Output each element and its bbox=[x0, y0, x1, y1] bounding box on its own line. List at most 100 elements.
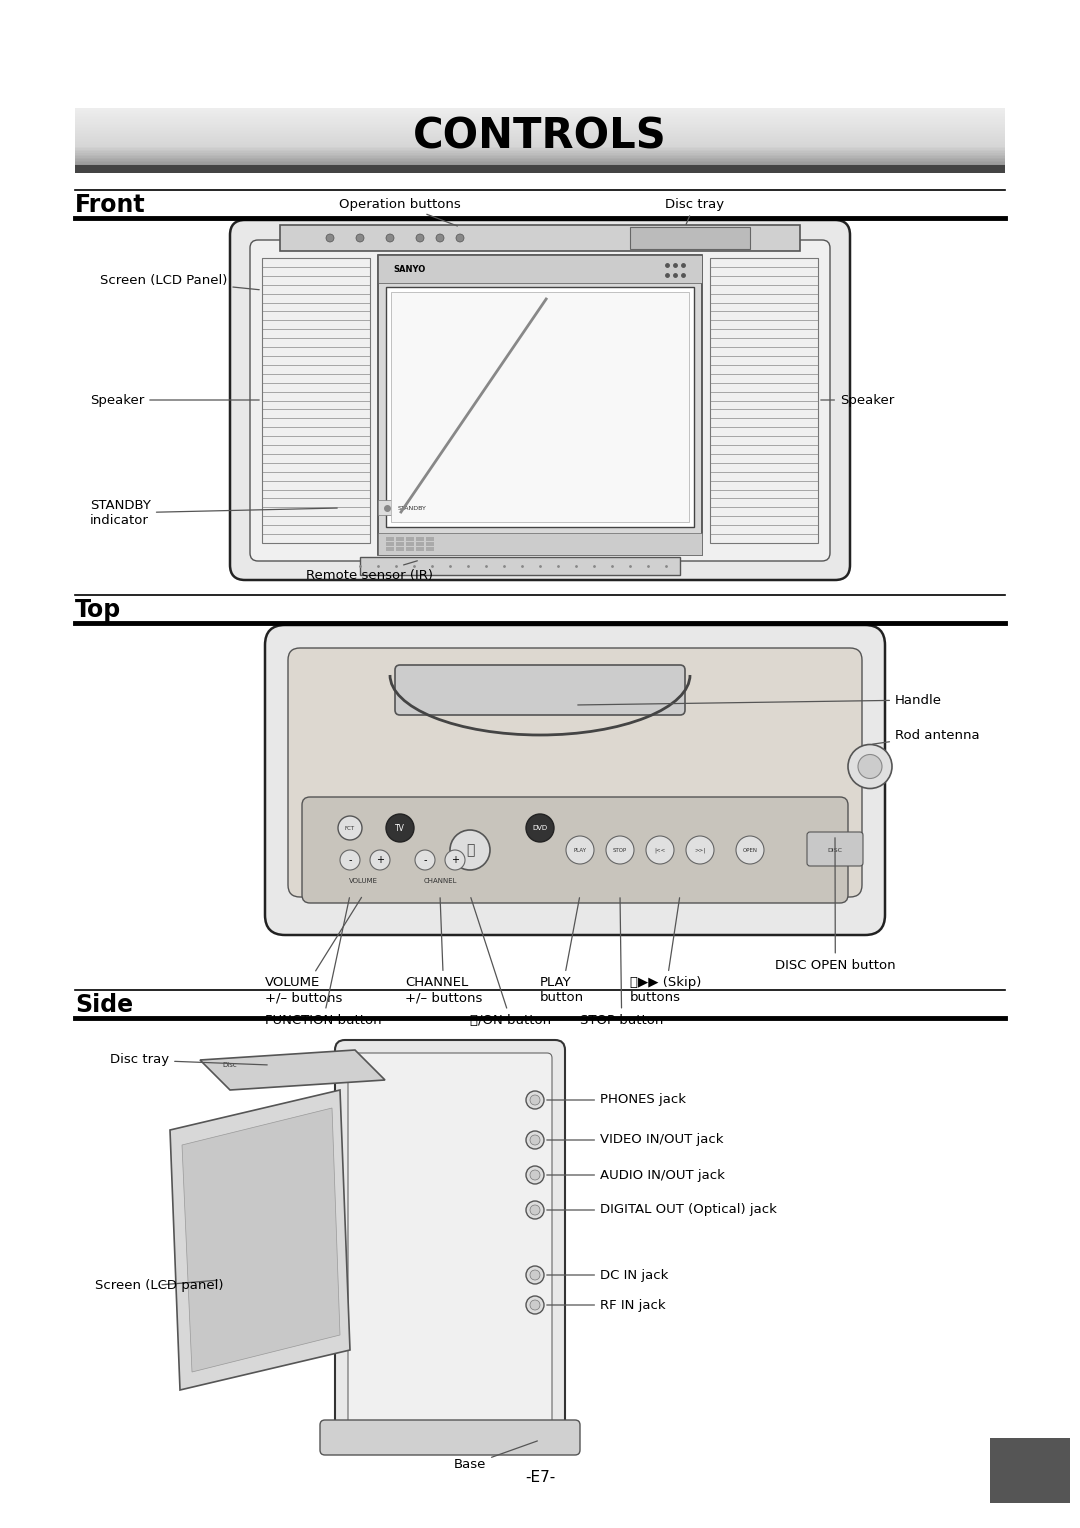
Bar bbox=[406, 547, 414, 552]
Circle shape bbox=[386, 234, 394, 241]
Text: Rod antenna: Rod antenna bbox=[873, 729, 980, 744]
Text: VOLUME
+/– buttons: VOLUME +/– buttons bbox=[265, 897, 362, 1004]
Bar bbox=[75, 157, 1005, 159]
Bar bbox=[710, 258, 818, 542]
Circle shape bbox=[450, 830, 490, 869]
Circle shape bbox=[530, 1206, 540, 1215]
Text: DISC OPEN button: DISC OPEN button bbox=[775, 837, 895, 972]
Bar bbox=[378, 533, 702, 555]
Circle shape bbox=[526, 1201, 544, 1219]
Circle shape bbox=[356, 234, 364, 241]
Circle shape bbox=[646, 836, 674, 863]
Bar bbox=[416, 536, 424, 541]
Bar bbox=[630, 228, 750, 249]
Text: >>|: >>| bbox=[694, 847, 705, 853]
Bar bbox=[75, 165, 1005, 173]
Bar bbox=[75, 113, 1005, 115]
Circle shape bbox=[445, 850, 465, 869]
Bar bbox=[378, 255, 702, 555]
Bar bbox=[416, 542, 424, 545]
Text: Disc tray: Disc tray bbox=[665, 197, 724, 225]
Bar bbox=[75, 128, 1005, 130]
Text: Front: Front bbox=[75, 193, 146, 217]
Bar bbox=[75, 162, 1005, 165]
Text: |<<: |<< bbox=[654, 847, 665, 853]
Text: Top: Top bbox=[75, 597, 121, 622]
Text: STOP button: STOP button bbox=[580, 898, 663, 1027]
Text: STANDBY: STANDBY bbox=[399, 506, 427, 510]
Bar bbox=[75, 150, 1005, 151]
Bar bbox=[75, 156, 1005, 157]
Text: Disc tray: Disc tray bbox=[110, 1053, 267, 1067]
Circle shape bbox=[526, 1091, 544, 1109]
Circle shape bbox=[436, 234, 444, 241]
Bar bbox=[75, 147, 1005, 148]
Text: TV: TV bbox=[395, 824, 405, 833]
Text: STOP: STOP bbox=[612, 848, 627, 853]
Text: CONTROLS: CONTROLS bbox=[414, 115, 666, 157]
Text: -: - bbox=[423, 856, 427, 865]
Bar bbox=[262, 258, 370, 542]
Text: CHANNEL
+/– buttons: CHANNEL +/– buttons bbox=[405, 898, 483, 1004]
Bar bbox=[75, 139, 1005, 141]
Text: +: + bbox=[451, 856, 459, 865]
Circle shape bbox=[566, 836, 594, 863]
Circle shape bbox=[526, 1267, 544, 1284]
Circle shape bbox=[415, 850, 435, 869]
Bar bbox=[75, 167, 1005, 170]
Bar bbox=[391, 292, 689, 523]
Bar bbox=[75, 141, 1005, 142]
Circle shape bbox=[386, 814, 414, 842]
Circle shape bbox=[340, 850, 360, 869]
Bar bbox=[75, 108, 1005, 110]
Circle shape bbox=[530, 1096, 540, 1105]
Bar bbox=[75, 159, 1005, 160]
Text: AUDIO IN/OUT jack: AUDIO IN/OUT jack bbox=[546, 1169, 725, 1181]
Text: VOLUME: VOLUME bbox=[349, 879, 378, 885]
Text: Screen (LCD Panel): Screen (LCD Panel) bbox=[100, 274, 259, 290]
Bar bbox=[75, 131, 1005, 133]
Bar bbox=[75, 145, 1005, 147]
Text: DVD: DVD bbox=[532, 825, 548, 831]
Bar bbox=[378, 255, 702, 283]
Circle shape bbox=[326, 234, 334, 241]
FancyBboxPatch shape bbox=[265, 625, 885, 935]
Circle shape bbox=[530, 1270, 540, 1280]
Polygon shape bbox=[183, 1108, 340, 1372]
Circle shape bbox=[370, 850, 390, 869]
Bar bbox=[406, 542, 414, 545]
Text: PHONES jack: PHONES jack bbox=[546, 1094, 686, 1106]
Bar bbox=[75, 121, 1005, 122]
Text: DISC: DISC bbox=[827, 848, 842, 853]
Bar bbox=[75, 130, 1005, 131]
Text: Operation buttons: Operation buttons bbox=[339, 197, 461, 226]
FancyBboxPatch shape bbox=[302, 798, 848, 903]
Text: Speaker: Speaker bbox=[90, 394, 259, 406]
Bar bbox=[75, 112, 1005, 113]
Text: SANYO: SANYO bbox=[393, 264, 426, 274]
Bar bbox=[75, 148, 1005, 150]
Text: STANDBY
indicator: STANDBY indicator bbox=[90, 500, 337, 527]
Text: Speaker: Speaker bbox=[821, 394, 894, 406]
Text: Side: Side bbox=[75, 993, 133, 1018]
Bar bbox=[280, 225, 800, 251]
Circle shape bbox=[686, 836, 714, 863]
Bar bbox=[75, 133, 1005, 134]
Bar bbox=[396, 547, 404, 552]
Bar bbox=[75, 151, 1005, 153]
Text: OPEN: OPEN bbox=[743, 848, 757, 853]
Bar bbox=[75, 142, 1005, 144]
Circle shape bbox=[530, 1135, 540, 1144]
FancyBboxPatch shape bbox=[320, 1420, 580, 1455]
Bar bbox=[75, 122, 1005, 124]
Bar bbox=[378, 500, 396, 515]
Text: -E7-: -E7- bbox=[525, 1470, 555, 1485]
Bar bbox=[386, 547, 394, 552]
Bar bbox=[75, 160, 1005, 163]
Text: FCT: FCT bbox=[345, 825, 355, 831]
Text: Screen (LCD panel): Screen (LCD panel) bbox=[95, 1279, 224, 1291]
Circle shape bbox=[735, 836, 764, 863]
Circle shape bbox=[526, 1131, 544, 1149]
Circle shape bbox=[606, 836, 634, 863]
Circle shape bbox=[526, 1166, 544, 1184]
